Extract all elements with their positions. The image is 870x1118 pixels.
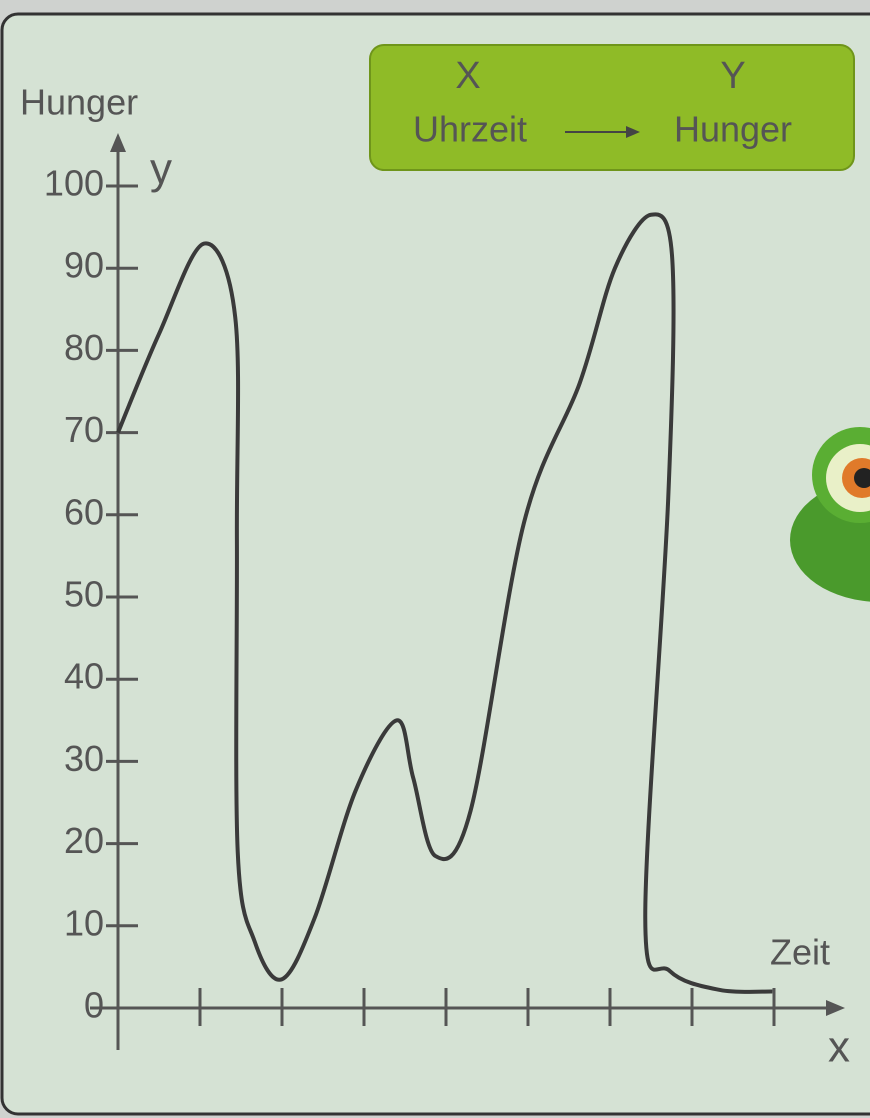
panel — [2, 14, 870, 1114]
legend-x-header: X — [455, 55, 480, 97]
y-tick-label: 30 — [64, 738, 104, 779]
page: X Y Uhrzeit Hunger Hunger y Zeit x 0 10 20… — [0, 0, 870, 1118]
legend-x-label: Uhrzeit — [413, 109, 527, 150]
y-axis-title: Hunger — [20, 82, 138, 123]
x-symbol: x — [828, 1023, 850, 1072]
y-tick-label: 20 — [64, 820, 104, 861]
y-tick-label: 10 — [64, 902, 104, 943]
y-tick-label: 100 — [44, 163, 104, 204]
legend-y-header: Y — [720, 55, 745, 97]
x-axis-title: Zeit — [770, 932, 830, 973]
legend-box — [370, 45, 854, 170]
legend-y-label: Hunger — [674, 109, 792, 150]
y-tick-label: 90 — [64, 245, 104, 286]
y-tick-label: 0 — [84, 985, 104, 1026]
chart: X Y Uhrzeit Hunger Hunger y Zeit x 0 10 20… — [0, 0, 870, 1118]
y-symbol: y — [150, 145, 172, 194]
y-tick-label: 60 — [64, 491, 104, 532]
y-tick-label: 50 — [64, 574, 104, 615]
y-tick-label: 70 — [64, 409, 104, 450]
y-tick-label: 80 — [64, 327, 104, 368]
y-tick-label: 40 — [64, 656, 104, 697]
